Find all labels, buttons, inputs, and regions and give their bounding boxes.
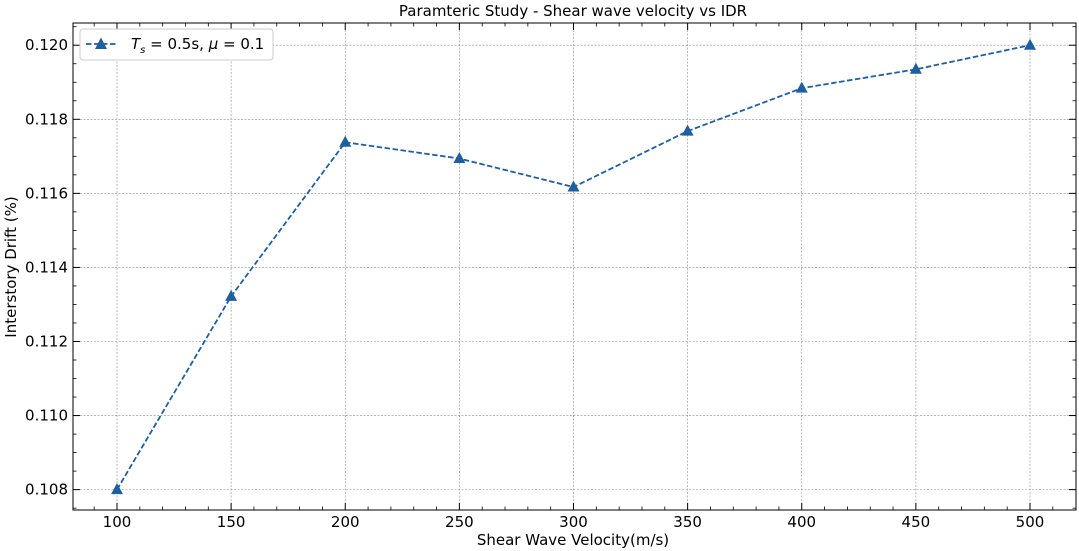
y-axis-label: Interstory Drift (%) — [2, 196, 20, 337]
legend-rest: = 0.5s, — [145, 35, 208, 53]
y-tick-label: 0.116 — [25, 184, 68, 202]
data-point — [339, 135, 352, 147]
x-tick-label: 400 — [787, 513, 816, 531]
legend-tail: = 0.1 — [218, 35, 264, 53]
plot-frame — [72, 22, 1077, 511]
y-tick-label: 0.120 — [25, 36, 68, 54]
x-tick-labels: 100 150 200 250 300 350 400 450 500 — [103, 513, 1045, 531]
y-tick-labels: 0.108 0.110 0.112 0.114 0.116 0.118 0.120 — [25, 36, 68, 498]
data-point — [111, 483, 123, 495]
y-tick-label: 0.112 — [25, 332, 68, 350]
y-tick-label: 0.108 — [25, 481, 68, 499]
legend-entry-series-1: Ts = 0.5s, μ = 0.1 — [131, 35, 264, 56]
x-tick-label: 500 — [1016, 513, 1045, 531]
data-point — [909, 62, 922, 74]
legend-var: T — [131, 35, 142, 53]
grid-lines — [73, 23, 1076, 510]
legend-box — [79, 28, 274, 61]
y-tick-label: 0.118 — [25, 110, 68, 128]
data-point — [567, 180, 580, 192]
data-point — [1024, 38, 1036, 50]
x-tick-label: 200 — [331, 513, 360, 531]
x-tick-label: 300 — [559, 513, 588, 531]
data-point — [795, 81, 808, 93]
data-point — [225, 289, 238, 301]
axis-ticks — [73, 23, 1076, 510]
legend-sub: s — [140, 45, 145, 56]
series-layer — [111, 38, 1036, 495]
legend-marker-triangle — [95, 37, 107, 49]
data-point — [681, 124, 694, 136]
x-tick-label: 150 — [217, 513, 246, 531]
data-point — [453, 152, 466, 164]
legend-mu: μ — [208, 35, 219, 53]
x-tick-label: 350 — [673, 513, 702, 531]
x-tick-label: 450 — [902, 513, 931, 531]
x-tick-label: 250 — [445, 513, 474, 531]
legend: Ts = 0.5s, μ = 0.1 — [79, 28, 274, 61]
chart-title: Paramteric Study - Shear wave velocity v… — [399, 2, 747, 20]
y-tick-label: 0.114 — [25, 258, 68, 276]
y-tick-label: 0.110 — [25, 407, 68, 425]
x-tick-label: 100 — [103, 513, 132, 531]
x-axis-label: Shear Wave Velocity(m/s) — [477, 531, 669, 549]
